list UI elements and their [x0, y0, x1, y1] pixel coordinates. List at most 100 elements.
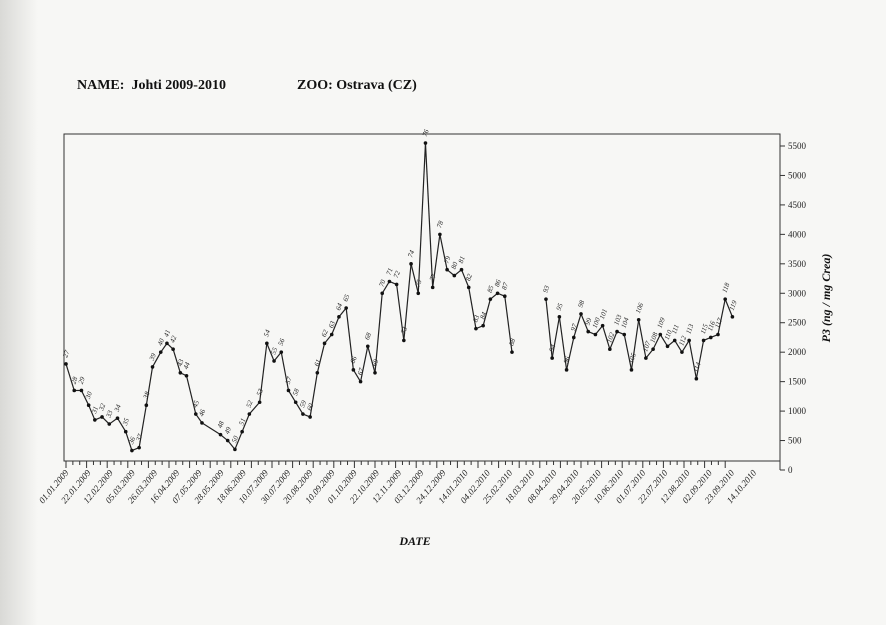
data-point-label: 70	[378, 278, 388, 288]
data-point-label: 111	[670, 323, 681, 335]
y-tick-label: 3500	[788, 259, 807, 269]
data-point-label: 52	[245, 399, 255, 409]
data-point-label: 28	[70, 375, 80, 385]
data-point	[423, 141, 428, 145]
data-point-label: 98	[576, 299, 586, 309]
data-point	[72, 388, 77, 393]
data-point	[329, 332, 334, 337]
series-segment	[273, 351, 282, 362]
series-lines	[65, 143, 733, 452]
data-point	[586, 329, 591, 334]
page-shadow	[0, 0, 38, 625]
data-point-label: 66	[349, 355, 359, 365]
data-point	[488, 297, 493, 301]
data-point-label: 30	[84, 390, 94, 401]
data-point	[257, 400, 262, 405]
series-segment	[227, 440, 236, 450]
data-point	[495, 291, 500, 296]
series-segment	[316, 343, 326, 373]
data-point	[445, 267, 449, 272]
data-point-label: 106	[634, 301, 645, 314]
data-point	[130, 448, 134, 453]
data-point	[544, 297, 548, 301]
y-tick-label: 3000	[788, 288, 807, 298]
data-point-label: 34	[113, 403, 123, 414]
data-point	[651, 347, 655, 352]
data-point-label: 71	[385, 267, 395, 276]
data-point-label: 61	[313, 358, 323, 367]
data-point	[481, 323, 485, 328]
series-segment	[580, 313, 589, 332]
series-segment	[287, 390, 297, 403]
data-point-label: 108	[648, 331, 659, 344]
series-segment	[352, 369, 362, 382]
series-segment	[145, 366, 154, 406]
data-point-label: 43	[176, 358, 186, 368]
data-point	[608, 347, 612, 352]
data-point	[240, 429, 244, 434]
data-point	[571, 335, 576, 340]
data-point-label: 69	[370, 358, 380, 368]
data-point	[225, 438, 230, 443]
data-point-label: 85	[486, 284, 496, 294]
data-point	[615, 329, 619, 334]
data-point-label: 53	[255, 387, 265, 397]
x-axis: 01.01.200922.01.200912.02.200905.03.2009…	[37, 460, 780, 506]
series-segment	[266, 343, 275, 362]
data-point	[247, 412, 252, 416]
series-segment	[241, 413, 250, 432]
y-tick-label: 0	[788, 465, 793, 475]
y-tick-label: 4500	[788, 200, 807, 210]
series-segment	[396, 284, 405, 341]
series-segment	[410, 263, 419, 294]
series-segment	[623, 334, 633, 370]
series-segment	[638, 319, 647, 359]
data-point	[708, 335, 713, 340]
series-segment	[116, 417, 127, 433]
y-tick-label: 1500	[788, 377, 807, 387]
data-point-label: 36	[127, 435, 137, 446]
data-point-label: 80	[450, 261, 460, 271]
series-segment	[234, 431, 243, 450]
y-tick-label: 1000	[788, 406, 807, 416]
data-point-label: 96	[562, 355, 572, 365]
series-segment	[424, 143, 434, 288]
zoo-value: Ostrava (CZ)	[336, 78, 417, 93]
data-point-label: 107	[641, 340, 652, 353]
y-tick-label: 2500	[788, 318, 807, 328]
data-point	[272, 359, 276, 363]
data-point-label: 73	[399, 325, 409, 335]
data-point	[694, 376, 699, 381]
data-point-label: 48	[216, 420, 226, 430]
series-segment	[331, 316, 340, 335]
data-point	[550, 356, 554, 360]
series-segment	[125, 431, 133, 451]
data-point	[579, 312, 583, 316]
data-point-label: 50	[230, 434, 240, 444]
data-point-label: 49	[223, 425, 233, 435]
series-segment	[551, 316, 560, 359]
data-point	[687, 338, 691, 343]
data-point-label: 29	[77, 375, 87, 385]
data-point	[365, 344, 370, 349]
series-segment	[374, 293, 383, 373]
data-point	[723, 297, 727, 301]
series-segment	[80, 390, 90, 406]
series-segment	[403, 263, 412, 341]
series-segment	[338, 307, 347, 318]
data-point-label: 77	[428, 272, 438, 282]
data-point-label: 118	[721, 281, 732, 294]
data-point-label: 110	[663, 328, 674, 341]
data-point-label: 27	[61, 349, 71, 359]
name-value: Johti 2009-2010	[131, 78, 226, 93]
series-segment	[573, 313, 582, 338]
series-segment	[65, 363, 75, 391]
data-point	[716, 332, 720, 337]
series-segment	[309, 372, 318, 418]
data-point-label: 59	[298, 399, 308, 409]
data-point	[593, 332, 598, 337]
series-segment	[681, 340, 690, 353]
series-segment	[468, 287, 477, 329]
data-point-label: 31	[90, 405, 100, 415]
data-point-label: 94	[548, 343, 558, 353]
